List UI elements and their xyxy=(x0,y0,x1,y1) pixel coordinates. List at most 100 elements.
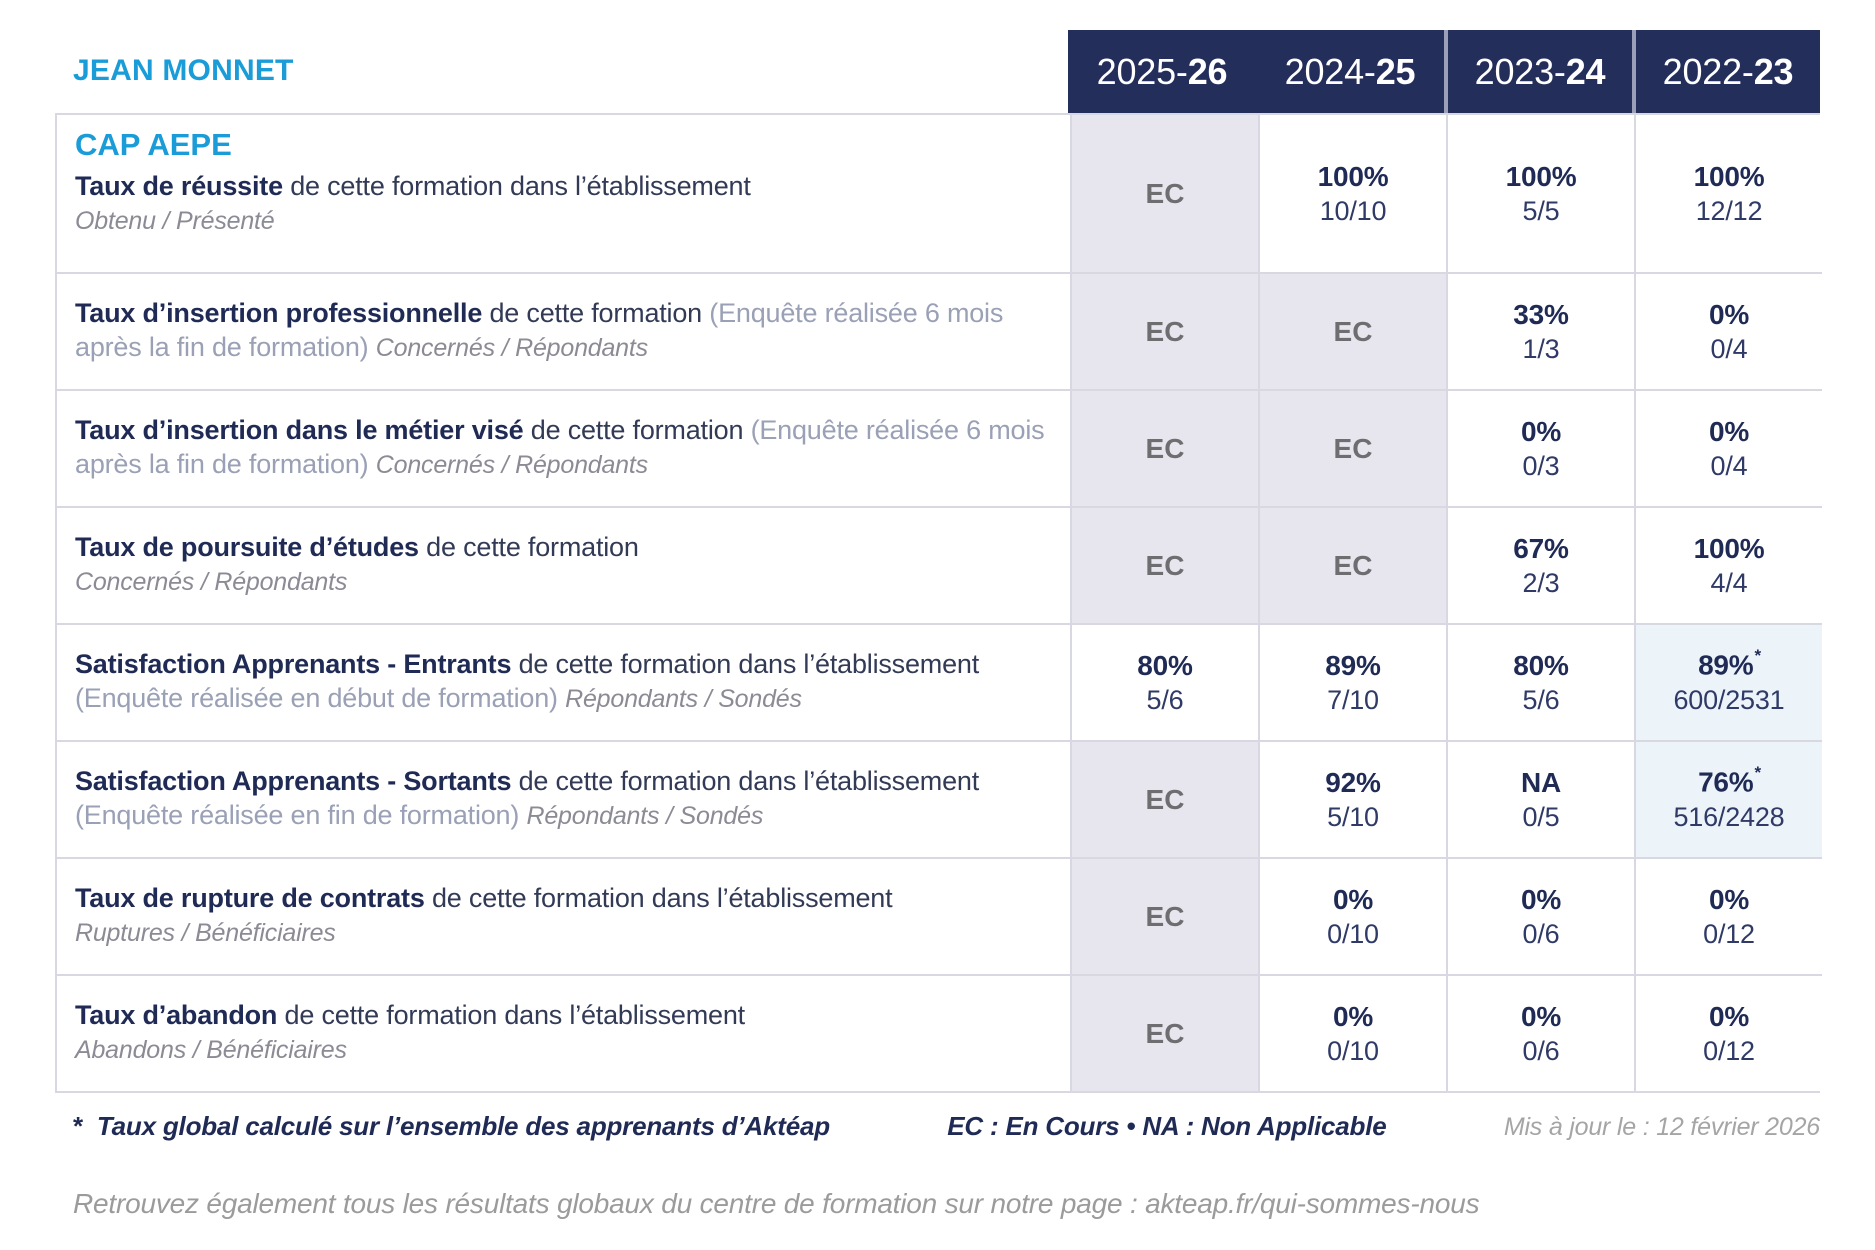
ec-value: EC xyxy=(1333,315,1373,347)
row-label: Taux d’insertion dans le métier visé de … xyxy=(57,389,1070,506)
result-cell: 76%* 516/2428 xyxy=(1634,740,1822,857)
result-cell: 0% 0/6 xyxy=(1446,857,1634,974)
fraction-value: 0/10 xyxy=(1327,918,1379,949)
fraction-value: 0/12 xyxy=(1703,918,1755,949)
result-cell: NA 0/5 xyxy=(1446,740,1634,857)
row-title: Taux de réussite xyxy=(75,171,283,201)
fraction-value: 2/3 xyxy=(1522,567,1560,598)
row-survey-note: (Enquête réalisée en début de formation) xyxy=(75,683,558,713)
ec-value: EC xyxy=(1145,783,1185,815)
ec-value: EC xyxy=(1145,549,1185,581)
results-sheet: JEAN MONNET 2025- 26 2024- 25 2023- 24 2022- 23… xyxy=(0,30,1875,1250)
result-cell: EC xyxy=(1070,740,1258,857)
year-column-header: 2022- 23 xyxy=(1632,30,1820,113)
row-ratio-caption: Ruptures / Bénéficiaires xyxy=(75,919,336,947)
ec-value: EC xyxy=(1333,549,1373,581)
percentage-value: 80% xyxy=(1137,649,1193,681)
fraction-value: 0/10 xyxy=(1327,1035,1379,1066)
result-cell: 92% 5/10 xyxy=(1258,740,1446,857)
result-cell: 80% 5/6 xyxy=(1070,623,1258,740)
row-survey-note: (Enquête réalisée 6 mois après la fin de… xyxy=(75,298,1004,362)
result-cell: EC xyxy=(1070,272,1258,389)
result-cell: 100% 12/12 xyxy=(1634,115,1822,272)
ec-value: EC xyxy=(1145,1017,1185,1049)
fraction-value: 7/10 xyxy=(1327,684,1379,715)
row-ratio-caption: Concernés / Répondants xyxy=(375,451,648,479)
result-cell: 100% 10/10 xyxy=(1258,115,1446,272)
row-ratio-caption: Concernés / Répondants xyxy=(375,334,648,362)
percentage-value: 0% xyxy=(1708,298,1750,330)
top-bar: JEAN MONNET 2025- 26 2024- 25 2023- 24 2022- 23 xyxy=(55,30,1820,113)
result-cell: 0% 0/6 xyxy=(1446,974,1634,1091)
footnote-text: Taux global calculé sur l’ensemble des a… xyxy=(96,1111,830,1141)
percentage-value: 0% xyxy=(1520,883,1562,915)
fraction-value: 0/6 xyxy=(1522,1035,1560,1066)
row-label: Taux d’insertion professionnelle de cett… xyxy=(57,272,1070,389)
result-cell: 67% 2/3 xyxy=(1446,506,1634,623)
percentage-value: 0% xyxy=(1332,883,1374,915)
bottom-link-line: Retrouvez également tous les résultats g… xyxy=(73,1188,1480,1219)
footnote-star: * xyxy=(73,1111,83,1141)
ec-value: EC xyxy=(1333,432,1373,464)
fraction-value: 5/6 xyxy=(1146,684,1184,715)
percentage-value: NA xyxy=(1520,766,1562,798)
row-title: Satisfaction Apprenants - Entrants xyxy=(75,649,512,679)
year-column-header: 2025- 26 xyxy=(1096,50,1228,92)
result-cell: EC xyxy=(1258,506,1446,623)
percentage-value: 33% xyxy=(1513,298,1569,330)
fraction-value: 0/4 xyxy=(1710,450,1748,481)
result-cell: 89%* 600/2531 xyxy=(1634,623,1822,740)
percentage-value: 0% xyxy=(1520,1000,1562,1032)
year-column-header: 2024- 25 xyxy=(1284,50,1416,92)
fraction-value: 1/3 xyxy=(1522,333,1560,364)
result-cell: EC xyxy=(1070,974,1258,1091)
footnote-marker: * xyxy=(1754,763,1762,783)
result-cell: 100% 5/5 xyxy=(1446,115,1634,272)
result-cell: 100% 4/4 xyxy=(1634,506,1822,623)
percentage-value: 89%* xyxy=(1698,646,1762,681)
percentage-value: 0% xyxy=(1332,1000,1374,1032)
school-name: JEAN MONNET xyxy=(73,54,294,87)
percentage-value: 67% xyxy=(1513,532,1569,564)
percentage-value: 0% xyxy=(1708,415,1750,447)
footnote-marker: * xyxy=(1754,646,1762,666)
result-cell: 0% 0/4 xyxy=(1634,272,1822,389)
row-title: Satisfaction Apprenants - Sortants xyxy=(75,766,512,796)
result-cell: EC xyxy=(1070,857,1258,974)
result-cell: EC xyxy=(1258,389,1446,506)
row-title: Taux de rupture de contrats xyxy=(75,883,425,913)
year-header: 2025- 26 2024- 25 2023- 24 2022- 23 xyxy=(1068,30,1820,113)
fraction-value: 10/10 xyxy=(1319,195,1387,226)
result-cell: EC xyxy=(1258,272,1446,389)
row-label: Satisfaction Apprenants - Entrants de ce… xyxy=(57,623,1070,740)
row-ratio-caption: Répondants / Sondés xyxy=(526,802,764,830)
program-title: CAP AEPE xyxy=(75,127,232,162)
result-cell: 0% 0/12 xyxy=(1634,857,1822,974)
row-survey-note: (Enquête réalisée 6 mois après la fin de… xyxy=(75,415,1045,479)
percentage-value: 0% xyxy=(1708,1000,1750,1032)
row-label: Taux de poursuite d’études de cette form… xyxy=(57,506,1070,623)
percentage-value: 89% xyxy=(1325,649,1381,681)
percentage-value: 100% xyxy=(1317,160,1389,192)
fraction-value: 12/12 xyxy=(1695,195,1763,226)
fraction-value: 4/4 xyxy=(1710,567,1748,598)
percentage-value: 0% xyxy=(1520,415,1562,447)
fraction-value: 0/6 xyxy=(1522,918,1560,949)
fraction-value: 5/6 xyxy=(1522,684,1560,715)
result-cell: 89% 7/10 xyxy=(1258,623,1446,740)
result-cell: EC xyxy=(1070,115,1258,272)
ec-value: EC xyxy=(1145,177,1185,209)
year-column-header: 2023- 24 xyxy=(1444,30,1632,113)
fraction-value: 0/12 xyxy=(1703,1035,1755,1066)
row-title: Taux d’abandon xyxy=(75,1000,278,1030)
row-ratio-caption: Répondants / Sondés xyxy=(565,685,802,713)
results-table: CAP AEPE Taux de réussite de cette format… xyxy=(55,113,1822,1093)
fraction-value: 5/5 xyxy=(1522,195,1560,226)
row-title: Taux de poursuite d’études xyxy=(75,532,419,562)
footnote: * Taux global calculé sur l’ensemble des … xyxy=(55,1111,830,1142)
result-cell: 33% 1/3 xyxy=(1446,272,1634,389)
fraction-value: 0/3 xyxy=(1522,450,1560,481)
percentage-value: 0% xyxy=(1708,883,1750,915)
result-cell: EC xyxy=(1070,389,1258,506)
ec-value: EC xyxy=(1145,900,1185,932)
